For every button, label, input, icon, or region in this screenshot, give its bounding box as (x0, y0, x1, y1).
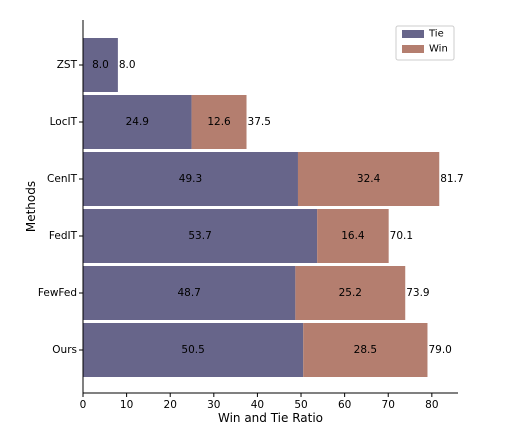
label-tie-ours: 50.5 (181, 344, 204, 356)
bar-win-fedit (317, 209, 389, 263)
label-win-locit: 12.6 (207, 116, 231, 128)
xtick-label-60: 60 (338, 399, 351, 411)
ytick-label-zst: ZST (57, 59, 78, 71)
y-axis-title: Methods (24, 181, 38, 232)
xtick-label-50: 50 (294, 399, 307, 411)
label-tie-fedit: 53.7 (188, 230, 211, 242)
bar-win-cenit (297, 152, 440, 206)
label-tie-cenit: 49.3 (179, 173, 202, 185)
bar-win-ours (303, 323, 428, 377)
bar-win-locit (191, 95, 247, 149)
bar-tie-fewfed (83, 266, 296, 320)
bar-tie-cenit (83, 152, 298, 206)
legend: Tie Win (395, 25, 455, 61)
label-total-locit: 37.5 (248, 116, 271, 128)
xtick-label-10: 10 (120, 399, 133, 411)
bars-group: 8.0 8.0 24.9 12.6 37.5 49.3 32.4 81.7 53.7 16.4 70… (83, 38, 464, 377)
label-total-cenit: 81.7 (440, 173, 463, 185)
xtick-label-20: 20 (164, 399, 177, 411)
bar-tie-locit (83, 95, 192, 149)
label-tie-locit: 24.9 (126, 116, 149, 128)
label-win-fewfed: 25.2 (339, 287, 362, 299)
bar-tie-fedit (83, 209, 318, 263)
x-axis-title: Win and Tie Ratio (218, 411, 323, 425)
label-tie-zst: 8.0 (92, 59, 109, 71)
label-total-fedit: 70.1 (390, 230, 413, 242)
label-win-cenit: 32.4 (357, 173, 381, 185)
ytick-label-locit: LocIT (50, 116, 78, 128)
bar-tie-ours (83, 323, 304, 377)
xtick-label-0: 0 (80, 399, 87, 411)
ytick-label-fedit: FedIT (49, 230, 78, 242)
legend-label-tie: Tie (428, 29, 444, 40)
axes-group: ZST LocIT CenIT FedIT FewFed Ours 0 10 20 30 40 50 6… (24, 20, 458, 425)
xtick-label-80: 80 (425, 399, 438, 411)
xtick-label-70: 70 (382, 399, 395, 411)
xtick-label-30: 30 (207, 399, 220, 411)
label-tie-fewfed: 48.7 (177, 287, 200, 299)
bar-tie-zst (83, 38, 118, 92)
label-win-ours: 28.5 (354, 344, 377, 356)
label-win-fedit: 16.4 (341, 230, 365, 242)
legend-swatch-tie (402, 30, 424, 38)
label-total-fewfed: 73.9 (406, 287, 429, 299)
ytick-label-ours: Ours (52, 344, 77, 356)
legend-label-win: Win (429, 44, 448, 55)
xtick-label-40: 40 (251, 399, 264, 411)
legend-swatch-win (402, 45, 424, 53)
ytick-label-fewfed: FewFed (38, 287, 77, 299)
bar-win-fewfed (295, 266, 406, 320)
label-total-zst: 8.0 (119, 59, 136, 71)
ytick-label-cenit: CenIT (47, 173, 78, 185)
label-total-ours: 79.0 (428, 344, 451, 356)
